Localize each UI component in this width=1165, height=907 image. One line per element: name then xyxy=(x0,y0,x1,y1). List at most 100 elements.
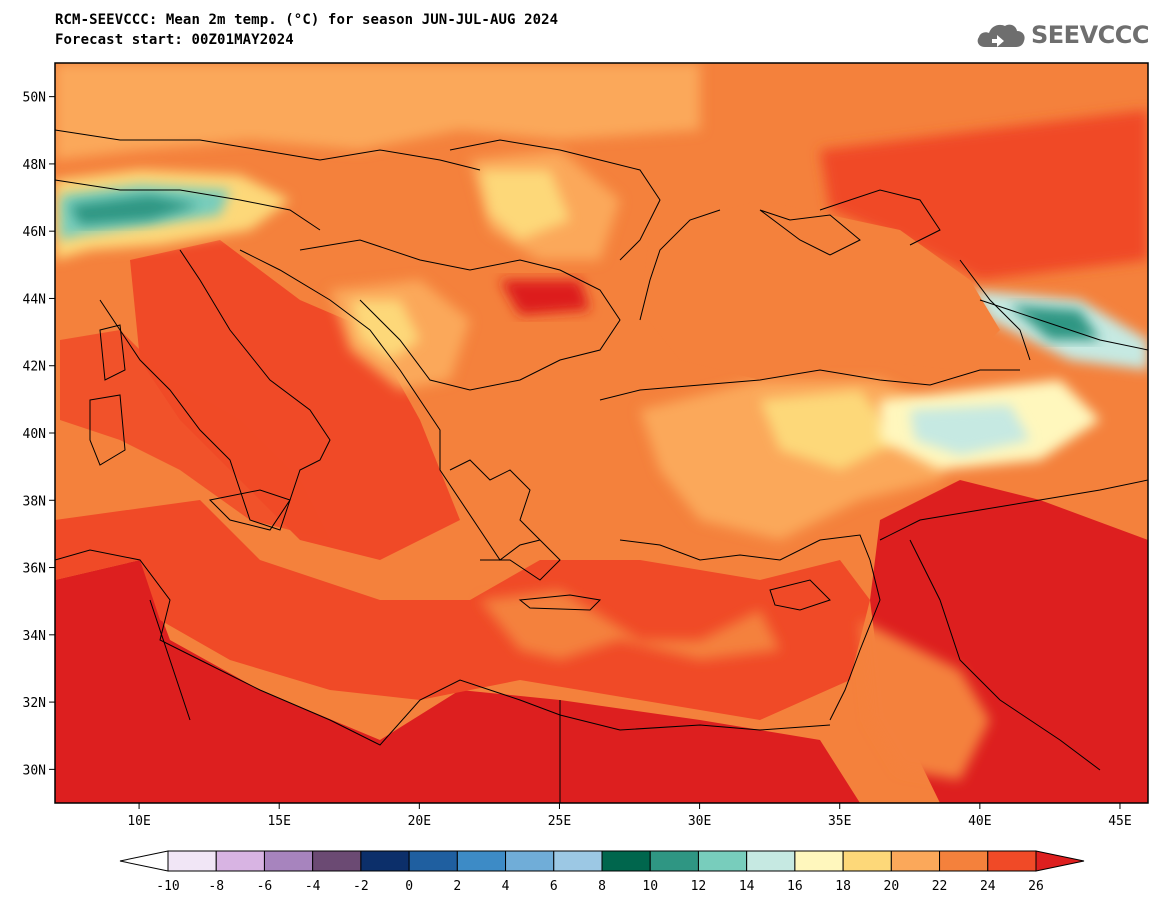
colorbar-label: -4 xyxy=(305,879,321,894)
colorbar-bin xyxy=(408,850,458,872)
coast-turkey-south xyxy=(619,534,871,561)
colorbar-label: -2 xyxy=(353,879,369,894)
lon-tick-label: 45E xyxy=(1108,814,1131,829)
border-caucasus xyxy=(979,299,1148,351)
colorbar-bin xyxy=(649,850,699,872)
colorbar-label: 22 xyxy=(932,879,948,894)
border-alps xyxy=(55,179,321,231)
lat-tick-label: 50N xyxy=(23,91,46,106)
lat-tick-label: 46N xyxy=(23,225,46,240)
temperature-field xyxy=(55,63,1148,803)
coast-crete xyxy=(518,594,602,611)
colorbar-label: -6 xyxy=(257,879,273,894)
coast-azov xyxy=(819,189,941,246)
border-central-europe xyxy=(55,129,481,171)
colorbar-bin xyxy=(312,850,362,872)
coast-sicily xyxy=(208,489,291,531)
colorbar-label: 4 xyxy=(502,879,510,894)
colorbar-bin xyxy=(505,850,555,872)
coast-sardinia xyxy=(89,394,126,466)
colorbar-bin xyxy=(553,850,603,872)
colorbar-bin xyxy=(167,850,217,872)
region-cyprus-sea xyxy=(480,590,780,660)
colorbar-label: 6 xyxy=(550,879,558,894)
colorbar-bin xyxy=(939,850,989,872)
border-carpathian xyxy=(449,139,661,261)
latitude-axis: 50N 48N 46N 44N 42N 40N 38N 36N 34N 32N 30N xyxy=(23,91,55,778)
colorbar-bin xyxy=(697,850,748,872)
region-caucasus-peak xyxy=(1010,305,1100,340)
border-balkans xyxy=(299,239,621,391)
colorbar-bin xyxy=(215,850,265,872)
lon-tick-label: 10E xyxy=(127,814,150,829)
colorbar-bin xyxy=(360,850,410,872)
forecast-start-label: Forecast start: 00Z01MAY2024 xyxy=(55,32,294,48)
region-eastern-anatolia-cold xyxy=(910,405,1030,455)
lon-tick-label: 35E xyxy=(828,814,851,829)
colorbar-label: 2 xyxy=(453,879,461,894)
colorbar-label: 24 xyxy=(980,879,996,894)
coast-italy xyxy=(99,249,331,531)
coast-levant xyxy=(829,559,881,721)
lat-tick-label: 48N xyxy=(23,158,46,173)
colorbar-bin xyxy=(987,850,1037,872)
coast-greece xyxy=(449,459,561,581)
coast-africa-north xyxy=(55,549,831,746)
seevccc-logo: SEEVCCC xyxy=(975,20,1150,50)
colorbar-label: 12 xyxy=(691,879,707,894)
lat-tick-label: 32N xyxy=(23,696,46,711)
sea-region-adriatic-ionian xyxy=(130,240,460,560)
coast-cyprus xyxy=(769,579,831,611)
coastlines-borders xyxy=(55,129,1148,803)
colorbar-label: 0 xyxy=(405,879,413,894)
coast-black-sea-west xyxy=(639,209,721,321)
coast-turkey-north xyxy=(599,369,1020,401)
colorbar-label: 10 xyxy=(642,879,658,894)
colorbar-label: 18 xyxy=(835,879,851,894)
colorbar-label: 20 xyxy=(884,879,900,894)
longitude-axis: 10E 15E 20E 25E 30E 35E 40E 45E xyxy=(127,803,1132,829)
colorbar-bin xyxy=(890,850,941,872)
map-title: RCM-SEEVCCC: Mean 2m temp. (°C) for seas… xyxy=(55,12,559,28)
colorbar-label: 26 xyxy=(1028,879,1044,894)
lon-tick-label: 25E xyxy=(548,814,571,829)
border-turkey-east xyxy=(879,479,1148,541)
region-alps-peak xyxy=(70,195,200,225)
colorbar-bin xyxy=(263,850,314,872)
lat-tick-label: 30N xyxy=(23,763,46,778)
colorbar-label: -8 xyxy=(208,879,224,894)
lon-tick-label: 15E xyxy=(267,814,290,829)
border-syria-iraq xyxy=(909,539,1101,771)
lat-tick-label: 38N xyxy=(23,494,46,509)
colorbar: -10 -8 -6 -4 -2 0 2 4 6 8 10 12 14 16 18 20 22 24 26 xyxy=(119,850,1085,894)
lat-tick-label: 34N xyxy=(23,629,46,644)
colorbar-label: -10 xyxy=(156,879,179,894)
sea-region-mediterranean xyxy=(55,500,870,720)
coast-crimea xyxy=(759,209,861,256)
colorbar-bin xyxy=(601,850,651,872)
lat-tick-label: 40N xyxy=(23,427,46,442)
lat-tick-label: 44N xyxy=(23,292,46,307)
region-romania-plain-hot xyxy=(500,280,590,315)
border-libya-tunisia xyxy=(149,599,191,721)
colorbar-bin xyxy=(794,850,844,872)
colorbar-bin xyxy=(746,850,796,872)
colorbar-bin xyxy=(842,850,892,872)
coast-black-sea-east xyxy=(959,259,1031,361)
lon-tick-label: 40E xyxy=(968,814,991,829)
colorbar-label: 14 xyxy=(739,879,755,894)
region-transylvania xyxy=(480,170,570,240)
hot-region-africa xyxy=(55,560,860,803)
colorbar-bin xyxy=(456,850,507,872)
region-central-europe xyxy=(55,63,700,160)
colorbar-label: 8 xyxy=(598,879,606,894)
region-anatolia-cool xyxy=(760,390,900,470)
logo-text: SEEVCCC xyxy=(1031,21,1150,49)
cloud-icon xyxy=(977,24,1025,47)
colorbar-below-arrow xyxy=(119,850,169,872)
region-levant-hills xyxy=(860,620,990,780)
lat-tick-label: 42N xyxy=(23,360,46,375)
lon-tick-label: 20E xyxy=(408,814,431,829)
warm-region-italy xyxy=(60,330,330,540)
